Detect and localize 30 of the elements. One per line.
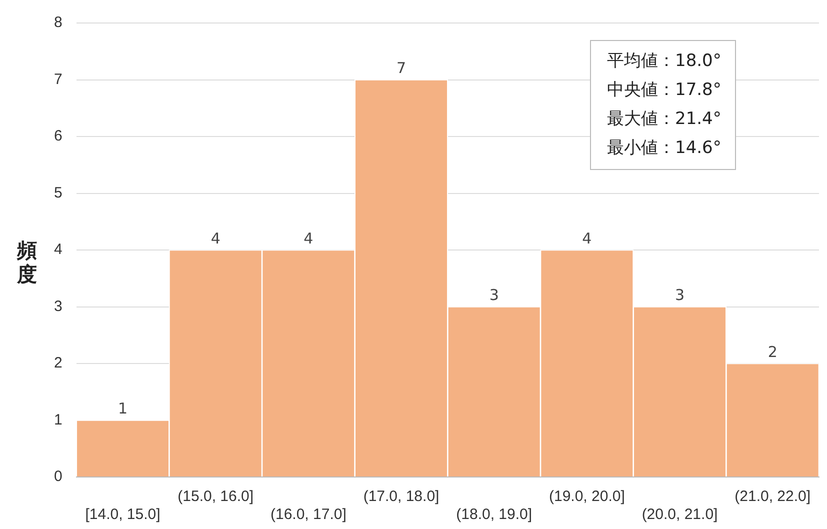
y-tick-label: 3 [54, 298, 62, 315]
annotation: 最小値：14.6° [607, 137, 722, 160]
data-label: 4 [304, 229, 314, 248]
y-tick-label: 7 [54, 70, 62, 88]
y-tick-label: 1 [54, 411, 62, 428]
y-tick-label: 4 [54, 241, 62, 258]
x-tick-label: (19.0, 20.0] [548, 488, 625, 506]
data-label: 3 [489, 286, 499, 304]
y-tick-label: 8 [54, 14, 62, 32]
annotation: 最大値：21.4° [607, 108, 722, 131]
y-tick-label: 6 [54, 128, 62, 145]
data-label: 7 [396, 59, 406, 78]
y-tick-label: 5 [54, 184, 62, 202]
data-label: 4 [210, 229, 220, 248]
data-label: 1 [118, 400, 128, 418]
y-axis-title: 頻度 [16, 238, 38, 286]
data-label: 3 [674, 286, 685, 304]
x-tick-label: [14.0, 15.0] [85, 506, 160, 524]
data-label: 2 [768, 342, 778, 361]
x-tick-label: (16.0, 17.0] [270, 506, 346, 524]
x-tick-label: (15.0, 16.0] [178, 488, 254, 506]
x-tick-label: (20.0, 21.0] [642, 506, 718, 524]
annotation: 中央値：17.8° [607, 79, 722, 102]
x-tick-label: (21.0, 22.0] [734, 488, 811, 506]
x-tick-label: (18.0, 19.0] [456, 506, 532, 524]
annotation: 平均値：18.0° [607, 50, 722, 73]
data-label: 4 [582, 229, 592, 248]
x-tick-label: (17.0, 18.0] [363, 488, 440, 506]
y-tick-label: 2 [54, 354, 62, 372]
y-tick-label: 0 [54, 468, 62, 486]
